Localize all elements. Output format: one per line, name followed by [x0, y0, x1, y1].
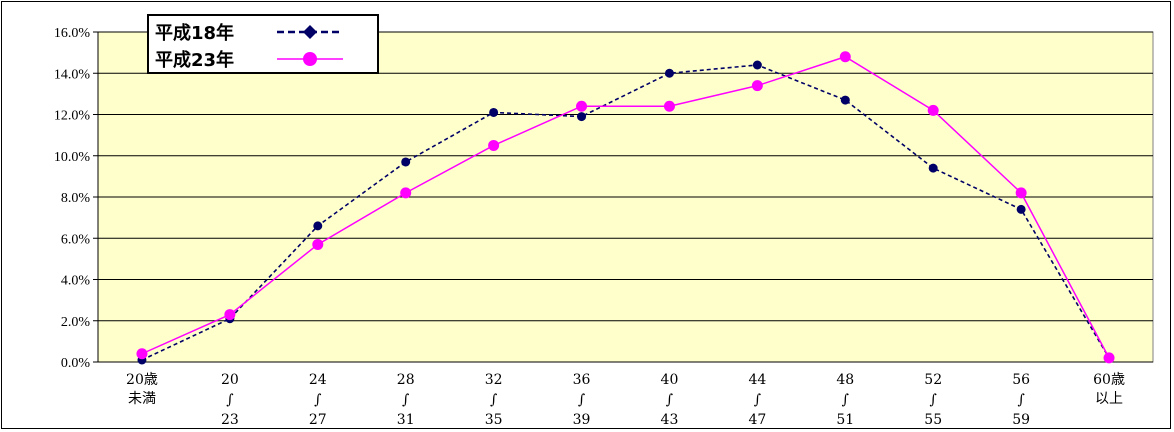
legend-entry-2006: 平成18年: [155, 19, 345, 45]
x-category-label: 28 ∫ 31: [397, 372, 415, 428]
data-point: [313, 221, 323, 231]
x-category-label: 56 ∫ 59: [1012, 372, 1030, 428]
x-axis-categories: 20歳未満 20 ∫ 23 24 ∫ 27 28 ∫ 31 32 ∫ 35 36 ∫ 39 40 ∫ 43 44 ∫ 47…: [126, 372, 1125, 428]
x-category-label: 48 ∫ 51: [836, 372, 854, 428]
x-category-label: 60歳以上: [1093, 372, 1125, 407]
y-tick-label: 16.0%: [54, 26, 91, 41]
data-point: [576, 100, 588, 112]
y-tick-label: 6.0%: [61, 232, 91, 247]
y-tick-label: 14.0%: [54, 67, 91, 82]
data-point: [752, 60, 762, 70]
data-point: [928, 163, 938, 173]
data-point: [839, 51, 851, 63]
series-2011: [136, 51, 1115, 364]
legend-label-2011: 平成23年: [155, 50, 235, 71]
x-category-label: 52 ∫ 55: [924, 372, 942, 428]
x-category-label: 32 ∫ 35: [485, 372, 503, 428]
data-point: [751, 80, 763, 92]
data-point: [1103, 352, 1115, 364]
y-tick-label: 0.0%: [61, 356, 91, 371]
data-point: [136, 348, 148, 360]
data-point: [1015, 187, 1027, 199]
y-axis-ticks: 0.0% 2.0% 4.0% 6.0% 8.0% 10.0% 12.0% 14.0% 16.0%: [54, 26, 91, 371]
series-line: [141, 64, 1110, 361]
data-point: [577, 112, 587, 122]
y-tick-label: 2.0%: [61, 315, 91, 330]
x-category-label: 20 ∫ 23: [221, 372, 239, 428]
data-point: [927, 104, 939, 116]
y-tick-label: 4.0%: [61, 274, 91, 289]
series-line: [141, 55, 1110, 359]
data-point: [489, 107, 499, 117]
x-category-label: 44 ∫ 47: [748, 372, 766, 428]
legend-label-2006: 平成18年: [155, 23, 235, 44]
series-2006: [137, 60, 1114, 365]
series-layer: [136, 51, 1115, 365]
data-point: [840, 95, 850, 105]
legend-entry-2011: 平成23年: [155, 46, 345, 72]
diamond-marker-icon: [303, 25, 317, 39]
circle-marker-icon: [303, 52, 317, 66]
data-point: [224, 309, 236, 321]
data-point: [664, 68, 674, 78]
legend-swatch-2006: [277, 25, 343, 39]
y-tick-label: 8.0%: [61, 191, 91, 206]
x-category-label: 40 ∫ 43: [661, 372, 679, 428]
data-point: [488, 139, 500, 151]
data-point: [400, 187, 412, 199]
x-category-label: 20歳未満: [126, 372, 158, 407]
y-tick-label: 10.0%: [54, 150, 91, 165]
y-tick-label: 12.0%: [54, 109, 91, 124]
data-point: [312, 238, 324, 250]
data-point: [1016, 204, 1026, 214]
x-category-label: 36 ∫ 39: [573, 372, 591, 428]
x-category-label: 24 ∫ 27: [309, 372, 327, 428]
legend-swatch-2011: [277, 52, 343, 66]
data-point: [401, 157, 411, 167]
data-point: [663, 100, 675, 112]
legend: 平成18年 平成23年: [147, 14, 379, 74]
